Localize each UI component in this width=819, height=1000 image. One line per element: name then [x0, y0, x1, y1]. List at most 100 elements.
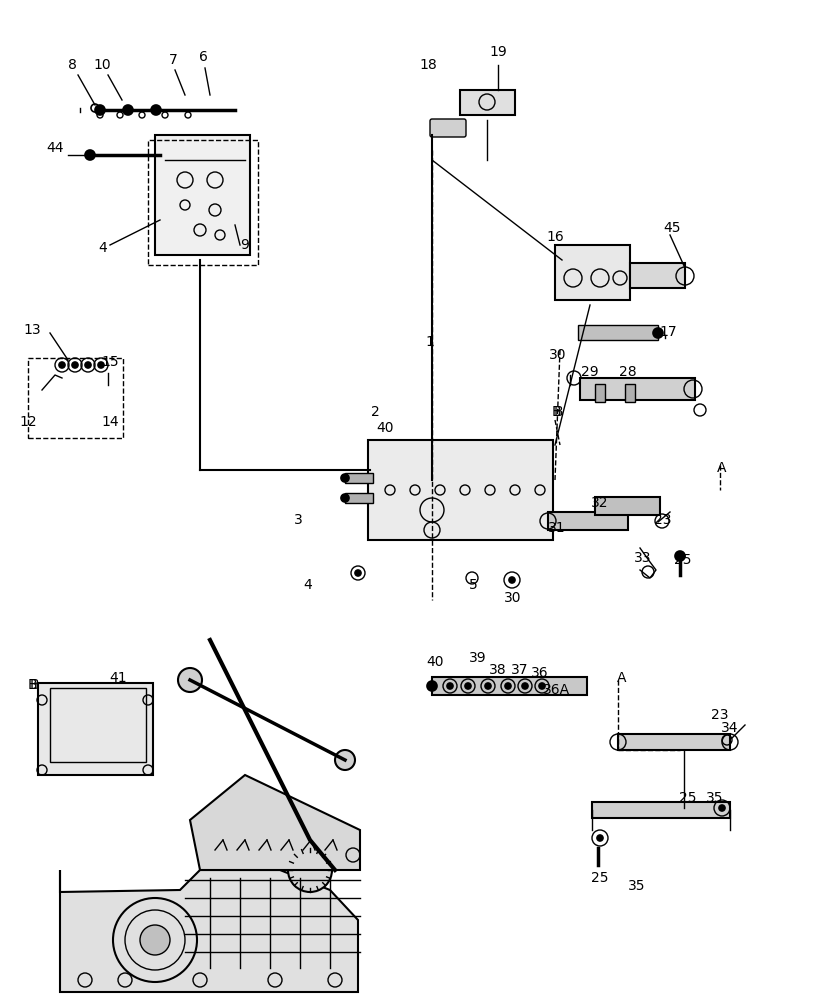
Text: 32: 32	[590, 496, 608, 510]
Bar	[50, 688, 146, 762]
Circle shape	[72, 362, 78, 368]
Circle shape	[85, 362, 91, 368]
Text: 34: 34	[721, 721, 738, 735]
Circle shape	[427, 681, 437, 691]
Circle shape	[522, 683, 527, 689]
Bar	[624, 384, 634, 402]
Circle shape	[287, 848, 332, 892]
Text: B: B	[27, 678, 37, 692]
Bar	[155, 135, 250, 255]
Bar	[269, 832, 350, 850]
Circle shape	[505, 683, 510, 689]
Bar	[595, 384, 604, 402]
Text: 19: 19	[488, 45, 506, 59]
Text: 9: 9	[240, 238, 249, 252]
Text: 18: 18	[419, 58, 437, 72]
Text: 36: 36	[531, 666, 548, 680]
Circle shape	[718, 805, 724, 811]
Text: 1: 1	[425, 335, 434, 349]
Circle shape	[95, 105, 105, 115]
Text: 5: 5	[468, 578, 477, 592]
Text: 30: 30	[504, 591, 521, 605]
Bar	[618, 734, 729, 750]
Bar	[147, 140, 258, 265]
Circle shape	[596, 835, 602, 841]
Circle shape	[341, 474, 349, 482]
Circle shape	[464, 683, 470, 689]
Text: 15: 15	[101, 355, 119, 369]
Text: 8: 8	[67, 58, 76, 72]
Text: 23: 23	[710, 708, 728, 722]
Text: 29: 29	[581, 365, 598, 379]
Bar	[547, 512, 627, 530]
Text: 4: 4	[98, 241, 107, 255]
Text: 13: 13	[23, 323, 41, 337]
Bar	[577, 325, 657, 340]
Circle shape	[355, 570, 360, 576]
Circle shape	[674, 551, 684, 561]
Text: 28: 28	[618, 365, 636, 379]
Text: 17: 17	[658, 325, 676, 339]
Text: 35: 35	[627, 879, 645, 893]
Bar	[28, 358, 123, 438]
Text: 38: 38	[489, 663, 506, 677]
Text: 7: 7	[169, 53, 177, 67]
Circle shape	[446, 683, 452, 689]
Bar	[459, 90, 514, 115]
Text: 39: 39	[468, 651, 486, 665]
Bar	[629, 263, 684, 288]
Text: B: B	[550, 405, 560, 419]
Text: 4: 4	[303, 578, 312, 592]
Bar	[345, 473, 373, 483]
Bar	[554, 245, 629, 300]
Bar	[38, 683, 153, 775]
Bar	[579, 378, 695, 400]
Bar	[591, 802, 729, 818]
Circle shape	[509, 577, 514, 583]
Text: 30: 30	[549, 348, 566, 362]
Text: 10: 10	[93, 58, 111, 72]
Text: 12: 12	[19, 415, 37, 429]
Circle shape	[85, 150, 95, 160]
Bar	[368, 440, 552, 540]
Text: B: B	[29, 678, 38, 692]
Text: 14: 14	[101, 415, 119, 429]
Text: B: B	[553, 405, 562, 419]
Text: 44: 44	[46, 141, 64, 155]
Circle shape	[140, 925, 170, 955]
Text: A: A	[717, 461, 726, 475]
Text: 40: 40	[376, 421, 393, 435]
Circle shape	[652, 328, 663, 338]
Bar	[345, 493, 373, 503]
Circle shape	[59, 362, 65, 368]
Circle shape	[335, 750, 355, 770]
Circle shape	[178, 668, 201, 692]
Text: 25: 25	[673, 553, 691, 567]
Text: 2: 2	[370, 405, 379, 419]
Text: 36A: 36A	[543, 683, 570, 697]
Text: 16: 16	[545, 230, 563, 244]
Bar	[432, 677, 586, 695]
Circle shape	[151, 105, 161, 115]
Text: 40: 40	[426, 655, 443, 669]
Circle shape	[484, 683, 491, 689]
Polygon shape	[190, 775, 360, 870]
FancyBboxPatch shape	[429, 119, 465, 137]
Circle shape	[538, 683, 545, 689]
Text: A: A	[617, 671, 626, 685]
Text: 33: 33	[633, 551, 651, 565]
Text: 35: 35	[705, 791, 723, 805]
Circle shape	[341, 494, 349, 502]
Circle shape	[98, 362, 104, 368]
Bar	[595, 497, 659, 515]
Text: 23: 23	[654, 513, 671, 527]
Text: 41: 41	[109, 671, 127, 685]
Text: 45: 45	[663, 221, 680, 235]
Polygon shape	[60, 870, 358, 992]
Text: 3: 3	[293, 513, 302, 527]
Text: 31: 31	[548, 521, 565, 535]
Circle shape	[123, 105, 133, 115]
Text: 25: 25	[590, 871, 608, 885]
Text: 25: 25	[678, 791, 696, 805]
Text: 6: 6	[198, 50, 207, 64]
